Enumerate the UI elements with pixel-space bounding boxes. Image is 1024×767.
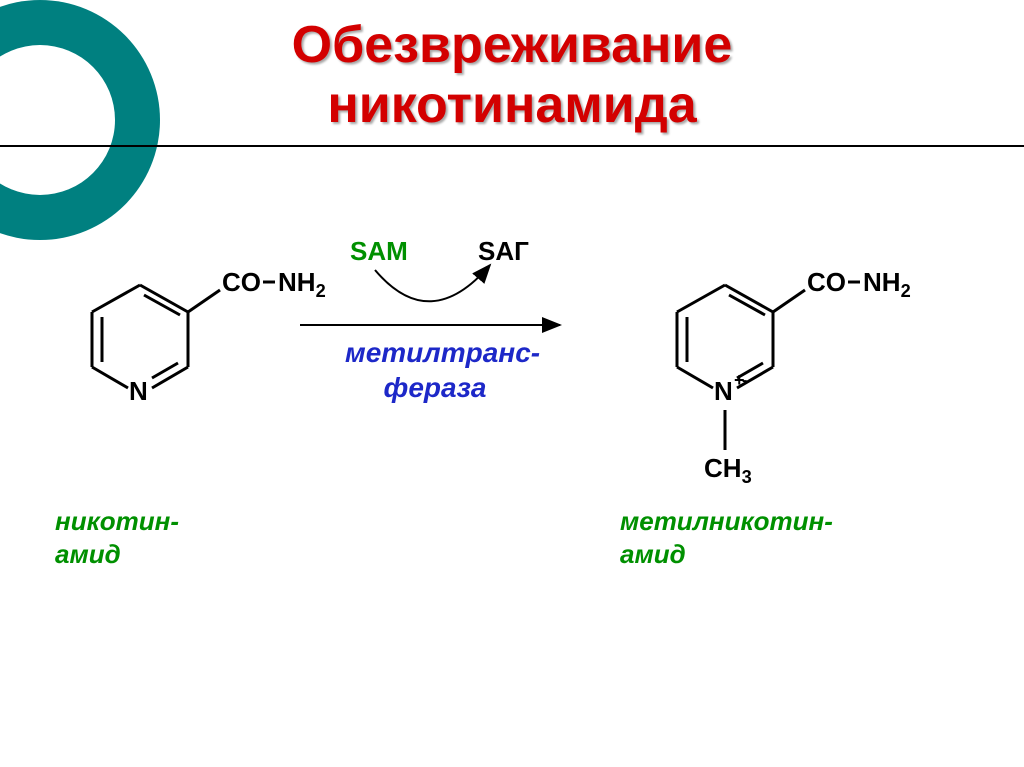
cofactor-in-label: SAM (350, 236, 408, 267)
product-name: метилникотин- амид (620, 505, 833, 570)
slide: Обезвреживание никотинамида N CO NH2 (0, 0, 1024, 767)
cofactor-out-label: SAГ (478, 236, 529, 267)
enzyme-line-2: фераза (384, 372, 487, 403)
substrate-name-line-1: никотин- (55, 506, 179, 536)
product-name-line-1: метилникотин- (620, 506, 833, 536)
enzyme-label: метилтранс- фераза (345, 335, 525, 405)
substrate-name-line-2: амид (55, 539, 121, 569)
substrate-name: никотин- амид (55, 505, 179, 570)
enzyme-line-1: метилтранс- (345, 337, 540, 368)
product-name-line-2: амид (620, 539, 686, 569)
